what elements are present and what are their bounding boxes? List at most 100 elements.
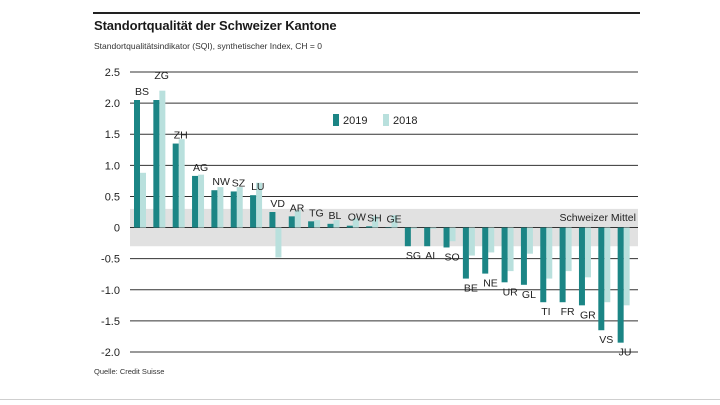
bar-2018 — [507, 227, 514, 272]
bar-2019 — [598, 227, 605, 331]
bar-2019 — [192, 175, 199, 228]
bar-2018 — [178, 139, 185, 228]
category-label: VS — [599, 334, 613, 346]
category-label: SH — [367, 212, 382, 224]
category-label: GL — [522, 289, 536, 301]
bar-2018 — [372, 216, 379, 228]
bar-2018 — [140, 172, 146, 228]
bar-2018 — [352, 218, 359, 228]
category-label: SO — [445, 251, 460, 263]
category-label: AR — [290, 202, 305, 214]
bar-2019 — [404, 227, 411, 247]
bar-2019 — [443, 227, 450, 248]
y-tick-label: 1.0 — [105, 160, 120, 172]
category-label: SZ — [232, 177, 246, 189]
bar-2018 — [584, 227, 591, 278]
category-label: ZG — [154, 70, 169, 82]
bar-2019 — [462, 227, 469, 279]
chart-subtitle: Standortqualitätsindikator (SQI), synthe… — [94, 41, 322, 51]
y-tick-label: -1.5 — [101, 316, 120, 328]
bar-2018 — [430, 227, 437, 229]
category-label: SG — [406, 250, 421, 262]
y-tick-label: 2.5 — [105, 67, 120, 79]
bar-2018 — [604, 227, 611, 303]
bar-2019 — [578, 227, 585, 306]
bar-2019 — [501, 227, 508, 283]
legend-label-2018: 2018 — [393, 115, 417, 127]
bar-2018 — [391, 215, 398, 228]
category-label: NE — [483, 278, 498, 290]
category-label: JU — [619, 347, 632, 359]
category-label: UR — [503, 286, 519, 298]
category-label: AI — [425, 250, 435, 262]
bar-2019 — [308, 221, 315, 228]
category-label: TI — [541, 306, 550, 318]
category-label: VD — [270, 198, 285, 210]
bar-2019 — [617, 227, 624, 343]
bar-2019 — [153, 100, 160, 228]
category-label: GE — [387, 214, 402, 226]
y-tick-label: -1.0 — [101, 285, 120, 297]
bar-2019 — [482, 227, 489, 274]
bar-2019 — [385, 227, 392, 229]
bar-2018 — [449, 227, 456, 242]
source-note: Quelle: Credit Suisse — [94, 367, 165, 376]
category-label: FR — [561, 306, 575, 318]
bar-2018 — [565, 227, 572, 272]
bar-2019 — [230, 191, 237, 228]
bar-2019 — [327, 223, 334, 228]
bar-2018 — [236, 187, 243, 228]
bar-2019 — [424, 227, 431, 247]
bar-2018 — [468, 227, 475, 256]
bar-2019 — [172, 143, 179, 228]
bar-2019 — [288, 216, 295, 228]
bar-2018 — [217, 187, 224, 228]
bar-2018 — [410, 227, 417, 229]
bar-2018 — [623, 227, 630, 306]
bar-2018 — [198, 174, 205, 228]
category-label: GR — [580, 309, 596, 321]
category-label: TG — [309, 207, 324, 219]
bar-2018 — [333, 220, 340, 228]
category-label: NW — [212, 176, 230, 188]
bottom-rule — [0, 399, 720, 400]
bar-2018 — [275, 227, 282, 258]
y-tick-label: 2.0 — [105, 98, 120, 110]
legend-label-2019: 2019 — [343, 115, 367, 127]
category-label: BL — [328, 210, 341, 222]
y-tick-label: 0 — [114, 223, 120, 235]
reference-label: Schweizer Mittel — [560, 212, 636, 224]
bar-2018 — [294, 210, 301, 228]
y-tick-label: -2.0 — [101, 347, 120, 359]
bar-2019 — [269, 212, 276, 228]
category-label: BS — [135, 86, 149, 98]
bar-2019 — [346, 225, 353, 228]
bar-2018 — [488, 227, 495, 253]
bar-2018 — [159, 90, 166, 228]
bar-2019 — [211, 190, 218, 228]
bar-2018 — [314, 220, 321, 228]
bar-2019 — [520, 227, 527, 285]
legend-swatch-2019 — [333, 114, 339, 126]
legend-swatch-2018 — [383, 114, 389, 126]
bar-2018 — [256, 182, 263, 228]
category-label: AG — [193, 162, 208, 174]
y-tick-label: 1.5 — [105, 129, 120, 141]
bar-2018 — [546, 227, 553, 279]
top-rule — [93, 12, 640, 14]
bar-2019 — [559, 227, 566, 303]
bar-2018 — [526, 227, 533, 254]
bar-2019 — [540, 227, 547, 303]
chart-title: Standortqualität der Schweizer Kantone — [94, 18, 337, 33]
bar-2019 — [134, 100, 140, 228]
bar-2019 — [366, 226, 373, 228]
y-tick-label: -0.5 — [101, 254, 120, 266]
category-label: BE — [464, 283, 478, 295]
category-label: LU — [251, 181, 264, 193]
category-label: OW — [348, 212, 366, 224]
bar-2019 — [250, 195, 257, 228]
category-label: ZH — [174, 130, 188, 142]
y-tick-label: 0.5 — [105, 191, 120, 203]
